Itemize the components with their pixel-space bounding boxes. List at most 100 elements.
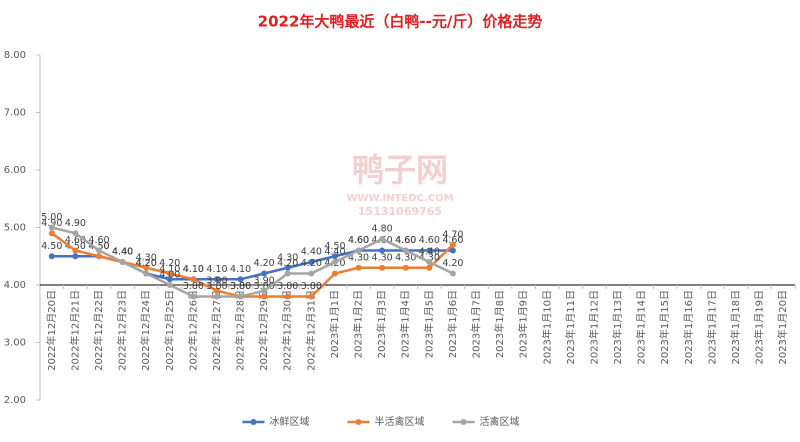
data-label: 4.40 (112, 247, 133, 258)
data-point (261, 287, 268, 294)
x-tick-label: 2022年12月21日 (68, 290, 81, 371)
data-label: 3.80 (277, 281, 298, 292)
x-tick-label: 2022年12月30日 (281, 290, 294, 371)
x-tick-label: 2023年1月14日 (635, 290, 648, 365)
data-label: 4.10 (159, 264, 180, 275)
data-label: 4.90 (41, 218, 62, 229)
data-label: 4.60 (348, 235, 369, 246)
x-tick-label: 2022年12月25日 (163, 290, 176, 371)
data-label: 4.20 (301, 258, 322, 269)
data-label: 4.10 (230, 264, 251, 275)
chart-title: 2022年大鸭最近（白鸭--元/斤）价格走势 (258, 13, 543, 31)
data-point (449, 247, 456, 254)
data-label: 4.70 (442, 229, 463, 240)
x-tick-label: 2023年1月7日 (469, 290, 482, 358)
data-label: 3.90 (206, 275, 227, 286)
data-label: 4.10 (206, 264, 227, 275)
data-label: 4.40 (419, 247, 440, 258)
x-tick-label: 2023年1月17日 (705, 290, 718, 365)
series-line (51, 226, 454, 298)
data-label: 4.40 (301, 247, 322, 258)
data-point (402, 264, 409, 271)
data-label: 4.40 (112, 247, 133, 258)
data-point (379, 247, 386, 254)
watermark-text: WWW.INTEDC.COM (346, 193, 453, 204)
data-label: 4.20 (442, 258, 463, 269)
legend-marker (250, 419, 257, 425)
data-point (72, 253, 79, 260)
data-point (379, 264, 386, 271)
data-point (95, 247, 102, 254)
data-label: 4.30 (372, 252, 393, 263)
data-point (72, 247, 79, 254)
data-point (119, 259, 126, 265)
data-label: 4.30 (136, 252, 157, 263)
x-tick-label: 2022年12月22日 (92, 290, 105, 371)
data-label: 5.00 (41, 212, 62, 223)
x-tick-label: 2023年1月20日 (776, 290, 789, 365)
data-point (261, 270, 268, 277)
data-label: 4.50 (88, 241, 109, 252)
data-point (331, 259, 338, 265)
data-label: 4.50 (41, 241, 62, 252)
data-label: 4.20 (136, 258, 157, 269)
data-point (379, 236, 386, 242)
x-tick-label: 2023年1月2日 (352, 290, 365, 358)
data-point (284, 264, 291, 271)
data-point (355, 247, 362, 254)
data-point (449, 270, 456, 277)
x-tick-label: 2023年1月10日 (540, 290, 553, 365)
data-point (48, 224, 55, 231)
data-point (72, 230, 79, 237)
x-tick-label: 2023年1月5日 (422, 290, 435, 358)
y-tick-label: 4.00 (4, 280, 26, 291)
x-tick-label: 2022年12月29日 (257, 290, 270, 371)
data-label: 4.60 (395, 235, 416, 246)
data-label: 3.80 (230, 281, 251, 292)
data-point (426, 264, 433, 271)
data-label: 3.80 (206, 281, 227, 292)
x-tick-label: 2023年1月1日 (328, 290, 341, 358)
data-point (143, 264, 150, 271)
data-point (48, 230, 55, 237)
data-label: 4.10 (183, 264, 204, 275)
x-tick-label: 2022年12月20日 (45, 290, 58, 371)
data-point (166, 282, 173, 288)
data-point (426, 247, 433, 254)
x-tick-label: 2023年1月8日 (493, 290, 506, 358)
data-point (213, 276, 220, 283)
data-label: 4.20 (136, 258, 157, 269)
legend-label: 半活禽区域 (375, 415, 425, 428)
data-point (308, 293, 315, 300)
watermark: 鸭子网 WWW.INTEDC.COM 15131069765 (346, 151, 453, 218)
x-tick-label: 2023年1月19日 (753, 290, 766, 365)
data-point (284, 270, 291, 277)
data-label: 4.20 (254, 258, 275, 269)
data-point (355, 264, 362, 271)
x-tick-label: 2023年1月13日 (611, 290, 624, 365)
watermark-text: 鸭子网 (352, 151, 448, 189)
data-label: 4.30 (277, 252, 298, 263)
data-label: 4.50 (324, 241, 345, 252)
x-tick-label: 2023年1月4日 (399, 290, 412, 358)
data-label: 4.40 (324, 247, 345, 258)
data-label: 3.80 (301, 281, 322, 292)
x-tick-label: 2022年12月28日 (234, 290, 247, 371)
data-label: 4.30 (348, 252, 369, 263)
data-label: 4.80 (372, 224, 393, 235)
data-point (331, 270, 338, 277)
y-tick-label: 5.00 (4, 223, 26, 234)
data-point (331, 253, 338, 260)
data-label: 4.60 (395, 235, 416, 246)
data-label: 3.80 (254, 281, 275, 292)
data-point (449, 241, 456, 248)
data-label: 4.60 (442, 235, 463, 246)
data-point (48, 253, 55, 260)
y-tick-label: 7.00 (4, 108, 26, 119)
y-tick-label: 2.00 (4, 395, 26, 406)
x-tick-label: 2023年1月9日 (517, 290, 530, 358)
data-label: 4.90 (65, 218, 86, 229)
data-point (261, 293, 268, 300)
data-point (190, 293, 197, 300)
y-tick-label: 3.00 (4, 338, 26, 349)
